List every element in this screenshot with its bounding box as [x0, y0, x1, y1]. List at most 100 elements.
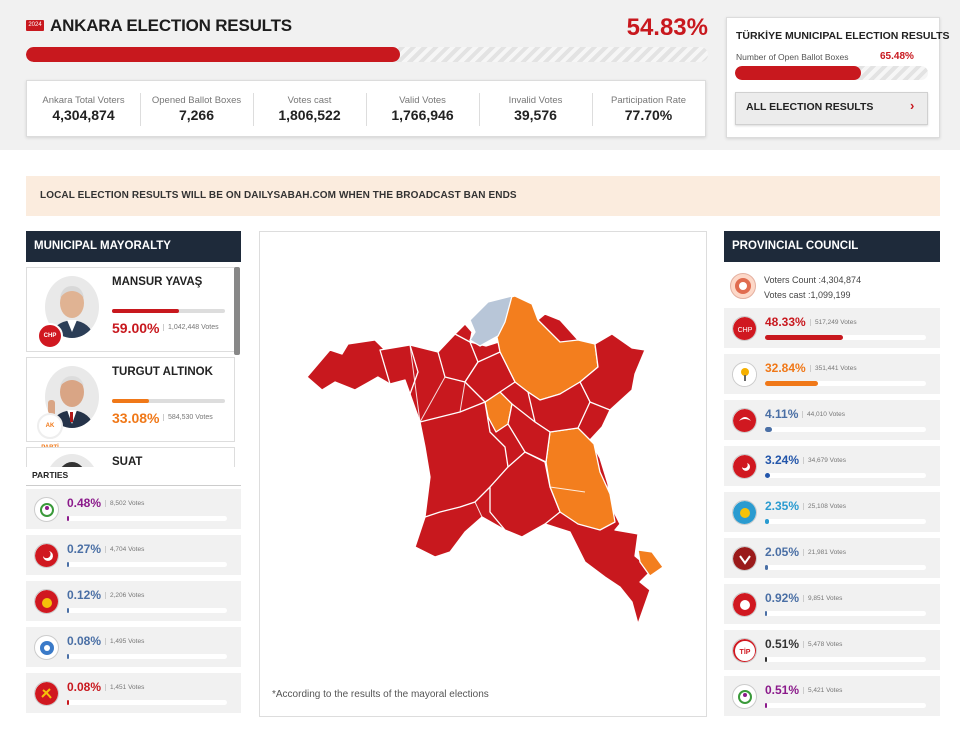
candidate-vote-fill	[112, 309, 179, 313]
party-vote-fill	[765, 381, 818, 386]
notice-text: LOCAL ELECTION RESULTS WILL BE ON DAILYS…	[40, 190, 517, 201]
map-district-border	[409, 344, 421, 423]
map-district-border	[459, 381, 466, 413]
party-row[interactable]: 2.05% 21,981 Votes	[724, 538, 940, 578]
party-vote-bar	[67, 700, 227, 705]
party-percent: 2.05%	[765, 545, 800, 559]
party-votes: 9,851 Votes	[803, 595, 842, 602]
party-vote-fill	[765, 427, 772, 432]
party-row[interactable]: 2.35% 25,108 Votes	[724, 492, 940, 532]
party-row[interactable]: 0.08% 1,495 Votes	[26, 627, 241, 667]
party-row[interactable]: 0.08% 1,451 Votes	[26, 673, 241, 713]
party-vote-bar	[67, 562, 227, 567]
stat-votes-cast: Votes cast 1,806,522	[253, 81, 366, 138]
candidate-card[interactable]: SUAT	[26, 447, 235, 467]
candidate-list-scrollbar[interactable]	[234, 267, 240, 355]
stats-panel: Ankara Total Voters 4,304,874 Opened Ball…	[26, 80, 706, 137]
chevron-right-icon[interactable]: ›	[910, 98, 915, 113]
stat-label: Opened Ballot Boxes	[151, 95, 242, 106]
provincial-council-header: PROVINCIAL COUNCIL	[724, 231, 940, 262]
stat-value: 4,304,874	[52, 107, 115, 123]
party-row[interactable]: 0.51% 5,421 Votes	[724, 676, 940, 716]
stat-label: Ankara Total Voters	[42, 95, 125, 106]
party-row[interactable]: 4.11% 44,010 Votes	[724, 400, 940, 440]
divider	[366, 93, 367, 126]
party-row[interactable]: 0.48% 8,502 Votes	[26, 489, 241, 529]
chp-icon: CHP	[732, 316, 757, 341]
party-votes: 44,010 Votes	[802, 411, 845, 418]
mhp-icon	[732, 454, 757, 479]
party-row[interactable]: 3.24% 34,679 Votes	[724, 446, 940, 486]
parties-label: PARTIES	[32, 470, 69, 480]
divider	[479, 93, 480, 126]
party-votes: 2,206 Votes	[105, 592, 144, 599]
all-election-results-label[interactable]: ALL ELECTION RESULTS	[746, 101, 874, 113]
stat-total-voters: Ankara Total Voters 4,304,874	[27, 81, 140, 138]
turkiye-results-title: TÜRKİYE MUNICIPAL ELECTION RESULTS	[736, 30, 950, 42]
party-percent: 0.08%	[67, 634, 102, 648]
iyi-icon	[732, 500, 757, 525]
party-votes: 4,704 Votes	[105, 546, 144, 553]
stat-value: 77.70%	[624, 107, 673, 123]
stat-valid-votes: Valid Votes 1,766,946	[366, 81, 479, 138]
party-percent: 0.51%	[765, 637, 800, 651]
svg-text:TİP: TİP	[740, 648, 751, 656]
party-row[interactable]: 0.12% 2,206 Votes	[26, 581, 241, 621]
ankara-district-map[interactable]	[260, 232, 706, 716]
stat-value: 7,266	[178, 107, 215, 123]
divider	[592, 93, 593, 126]
open-ballot-boxes-bar	[735, 66, 928, 80]
all-election-results-button[interactable]	[735, 92, 928, 125]
party-vote-fill	[765, 473, 771, 478]
party-row[interactable]: CHP 48.33% 517,249 Votes	[724, 308, 940, 348]
party-vote-bar	[765, 611, 926, 616]
stat-participation: Participation Rate 77.70%	[592, 81, 705, 138]
candidate-name: TURGUT ALTINOK	[112, 366, 213, 378]
page-title: ANKARA ELECTION RESULTS	[50, 16, 292, 35]
svg-text:CHP: CHP	[738, 327, 753, 334]
party-row[interactable]: TİP 0.51% 5,478 Votes	[724, 630, 940, 670]
party-votes: 34,679 Votes	[803, 457, 846, 464]
tip-icon: TİP	[732, 638, 757, 663]
map-district	[579, 333, 646, 411]
stat-label: Valid Votes	[399, 95, 446, 106]
party-percent: 0.51%	[765, 683, 800, 697]
candidate-vote-bar	[112, 309, 225, 313]
open-ballot-boxes-label: Number of Open Ballot Boxes	[736, 52, 849, 62]
party-votes: 21,981 Votes	[803, 549, 846, 556]
map-district-border	[549, 486, 586, 493]
party-row[interactable]: 32.84% 351,441 Votes	[724, 354, 940, 394]
candidate-card[interactable]: CHP MANSUR YAVAŞ 59.00% 1,042,448 Votes	[26, 267, 235, 352]
party-percent: 48.33%	[765, 315, 806, 329]
party-percent: 0.08%	[67, 680, 102, 694]
party-vote-bar	[765, 657, 926, 662]
candidate-card[interactable]: AK PARTİ TURGUT ALTINOK 33.08% 584,530 V…	[26, 357, 235, 451]
flag-icon: 2024	[26, 20, 44, 31]
party-votes: 5,421 Votes	[803, 687, 842, 694]
party-vote-bar	[765, 519, 926, 524]
party-row[interactable]: 0.92% 9,851 Votes	[724, 584, 940, 624]
dem-icon	[732, 684, 757, 709]
party-vote-bar	[765, 427, 926, 432]
votes-cast: Votes cast :1,099,199	[764, 290, 851, 300]
candidate-votes: 584,530 Votes	[163, 414, 213, 421]
party-vote-bar	[765, 473, 926, 478]
party-percent: 4.11%	[765, 407, 799, 421]
chp-logo-icon: CHP	[37, 323, 63, 349]
party-vote-bar	[765, 703, 926, 708]
party-percent: 0.48%	[67, 496, 102, 510]
party-vote-fill	[67, 700, 69, 705]
party-votes: 351,441 Votes	[810, 365, 857, 372]
party-vote-fill	[765, 565, 769, 570]
candidate-vote-fill	[112, 399, 150, 403]
candidate-percent: 33.08%	[112, 410, 160, 426]
party-percent: 2.35%	[765, 499, 800, 513]
overall-progress-fill	[26, 47, 400, 62]
divider	[253, 93, 254, 126]
stat-opened-boxes: Opened Ballot Boxes 7,266	[140, 81, 253, 138]
map-district-border	[459, 501, 483, 518]
voters-count: Voters Count :4,304,874	[764, 275, 862, 285]
party-row[interactable]: 0.27% 4,704 Votes	[26, 535, 241, 575]
party-vote-bar	[765, 565, 926, 570]
map-district	[507, 403, 551, 463]
